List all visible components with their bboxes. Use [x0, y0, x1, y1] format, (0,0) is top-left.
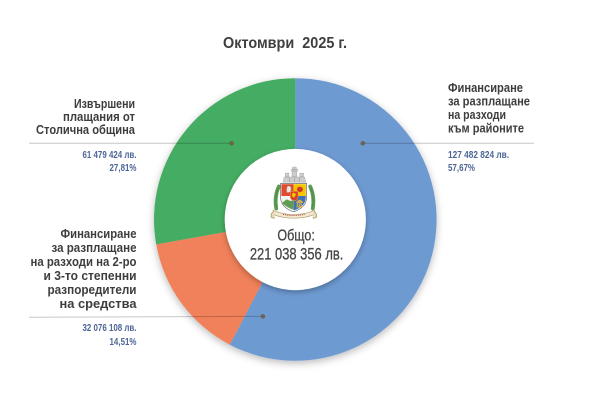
svg-text:Октомври 2025 г.: Октомври 2025 г.	[223, 35, 347, 52]
svg-text:221 038 356 лв.: 221 038 356 лв.	[250, 244, 344, 263]
svg-text:Финансиране: Финансиране	[448, 81, 523, 95]
svg-text:за разплащане: за разплащане	[448, 95, 530, 109]
svg-text:на средства: на средства	[60, 297, 138, 311]
svg-text:разпоредители: разпоредители	[48, 283, 137, 297]
svg-text:за разплащане: за разплащане	[52, 241, 137, 255]
svg-text:на разходи на 2-ро: на разходи на 2-ро	[31, 255, 137, 269]
svg-text:61 479 424 лв.: 61 479 424 лв.	[83, 149, 137, 161]
svg-text:57,67%: 57,67%	[448, 162, 475, 174]
svg-text:Общо:: Общо:	[277, 228, 315, 245]
svg-text:на разходи: на разходи	[448, 108, 506, 122]
svg-text:и 3-то степенни: и 3-то степенни	[44, 269, 137, 283]
svg-text:27,81%: 27,81%	[110, 162, 137, 174]
svg-text:127 482 824 лв.: 127 482 824 лв.	[448, 149, 509, 161]
svg-text:14,51%: 14,51%	[110, 336, 137, 348]
svg-text:към районите: към районите	[448, 122, 524, 136]
svg-text:Извършени: Извършени	[74, 97, 135, 111]
svg-text:плащания от: плащания от	[63, 110, 135, 124]
svg-text:Финансиране: Финансиране	[61, 227, 137, 241]
svg-text:32 076 108 лв.: 32 076 108 лв.	[83, 322, 137, 334]
svg-text:Столична община: Столична община	[36, 123, 136, 137]
